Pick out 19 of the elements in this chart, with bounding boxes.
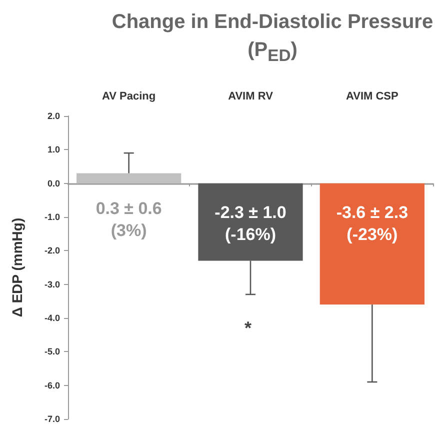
y-tick-label: -4.0: [44, 313, 60, 323]
data-label: -2.3 ± 1.0 (-16%): [214, 202, 286, 244]
annotation: *: [244, 318, 252, 338]
chart-title: Change in End-Diastolic Pressure (P$_{ED}$): [110, 10, 434, 67]
x-tick-label: AV Pacing: [102, 90, 156, 102]
data-label: -3.6 ± 2.3 (-23%): [336, 202, 408, 244]
y-tick-label: -5.0: [44, 346, 60, 357]
y-axis-title: Δ EDP (mmHg): [9, 218, 25, 318]
data-label: 0.3 ± 0.6 (3%): [96, 198, 162, 240]
y-tick-label: -2.0: [44, 246, 60, 256]
x-tick-label: AVIM CSP: [346, 90, 398, 102]
y-tick-label: 0.0: [47, 178, 60, 188]
x-tick-label: AVIM RV: [228, 90, 274, 102]
y-tick-label: 2.0: [47, 111, 60, 121]
y-tick-label: -1.0: [44, 212, 60, 222]
y-tick-label: -6.0: [44, 380, 60, 390]
y-tick-label: 1.0: [47, 144, 60, 155]
y-tick-label: -3.0: [44, 279, 60, 290]
y-tick-label: -7.0: [44, 414, 60, 424]
